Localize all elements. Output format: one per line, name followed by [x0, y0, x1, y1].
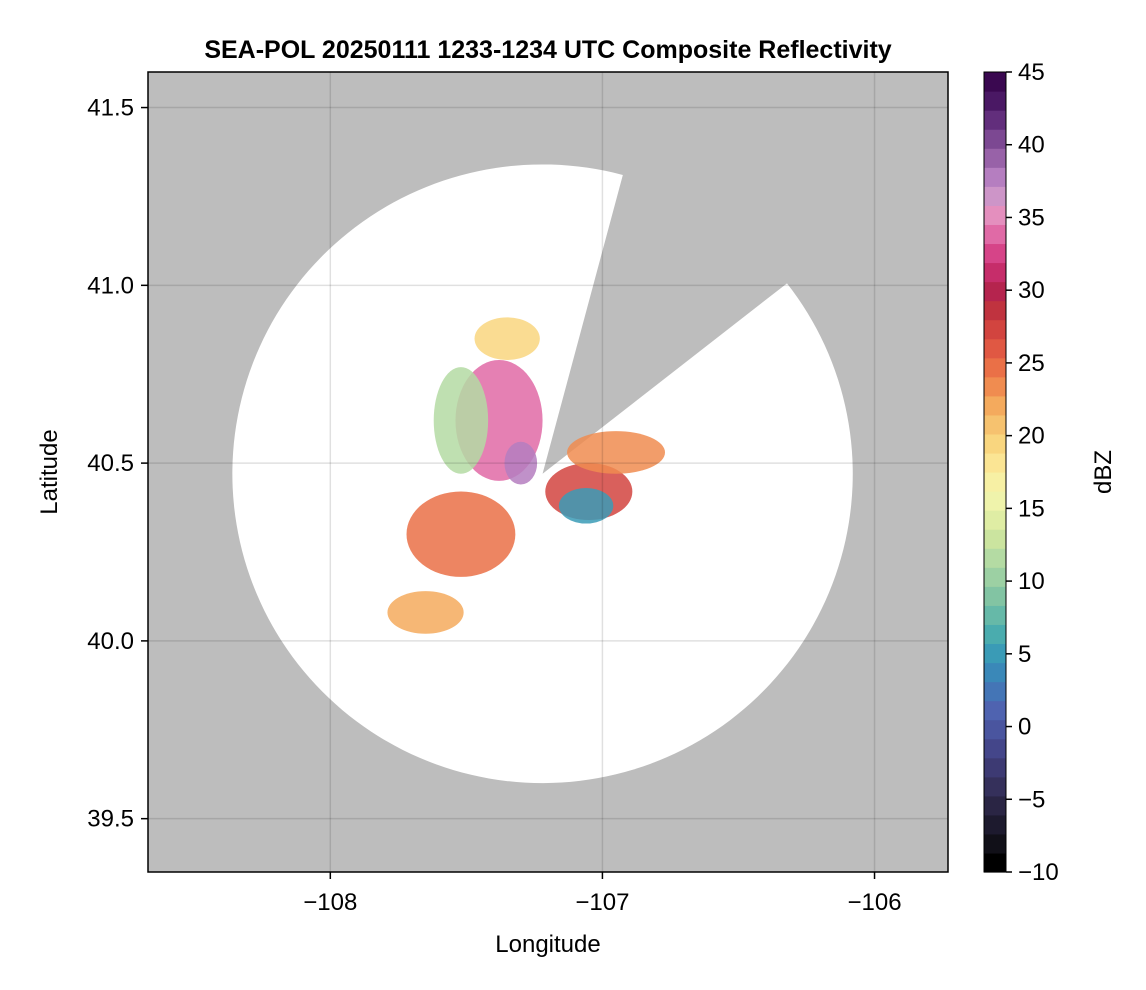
colorbar-tick-label: 20	[1018, 423, 1045, 450]
colorbar-tick-label: 30	[1018, 277, 1045, 304]
colorbar-segment	[984, 91, 1006, 111]
y-tick-label: 39.5	[87, 806, 134, 833]
colorbar-segment	[984, 319, 1006, 340]
colorbar-segment	[984, 700, 1006, 721]
colorbar-segment	[984, 376, 1006, 397]
radar-coverage-area	[232, 164, 853, 784]
colorbar-frame	[983, 71, 1007, 873]
y-tick-label: 40.5	[87, 450, 134, 477]
colorbar-segment	[984, 738, 1006, 759]
colorbar-segment	[984, 281, 1006, 302]
colorbar-segment	[984, 662, 1006, 683]
x-tick-label: −106	[847, 889, 901, 916]
colorbar-segment	[984, 833, 1006, 854]
colorbar-segment	[984, 624, 1006, 645]
colorbar-label: dBZ	[1090, 450, 1117, 494]
colorbar-tick-label: 35	[1018, 204, 1045, 231]
colorbar-segment	[984, 414, 1006, 435]
colorbar-segment	[984, 110, 1006, 130]
y-axis: 39.5 40.0 40.5 41.0 41.5	[87, 95, 148, 833]
echo-north-edge	[474, 317, 540, 360]
colorbar-segment	[984, 395, 1006, 416]
x-axis: −108 −107 −106	[303, 872, 902, 916]
colorbar-tick-label: 15	[1018, 495, 1045, 522]
colorbar: −10 −5 0 5 10 15 20 25 30 35 40 45	[983, 59, 1059, 886]
echo-low-east	[558, 488, 614, 524]
colorbar-segment	[984, 472, 1006, 492]
colorbar-segment	[984, 681, 1006, 702]
colorbar-segment	[984, 529, 1006, 549]
chart-title: SEA-POL 20250111 1233-1234 UTC Composite…	[204, 36, 891, 64]
colorbar-segment	[984, 605, 1006, 625]
colorbar-segment	[984, 586, 1006, 606]
colorbar-segment	[984, 452, 1006, 473]
colorbar-tick-label: 40	[1018, 132, 1045, 159]
colorbar-segment	[984, 167, 1006, 187]
colorbar-segment	[984, 795, 1006, 816]
colorbar-segment	[984, 243, 1006, 264]
colorbar-segment	[984, 300, 1006, 321]
colorbar-segment	[984, 205, 1006, 225]
colorbar-tick-label: 25	[1018, 350, 1045, 377]
y-tick-label: 41.0	[87, 272, 134, 299]
colorbar-segment	[984, 776, 1006, 797]
echo-band-w	[433, 367, 489, 474]
colorbar-segment	[984, 548, 1006, 568]
plot-frame	[147, 71, 949, 873]
colorbar-segment	[984, 814, 1006, 835]
echo-band-sw	[406, 491, 516, 577]
colorbar-tick-label: −10	[1018, 859, 1059, 886]
y-tick-label: 41.5	[87, 95, 134, 122]
colorbar-segment	[984, 757, 1006, 778]
colorbar-segment	[984, 433, 1006, 454]
grid-lines	[148, 72, 948, 872]
colorbar-segment	[984, 262, 1006, 283]
colorbar-segment	[984, 72, 1006, 92]
colorbar-segment	[984, 129, 1006, 149]
colorbar-segment	[984, 148, 1006, 168]
x-tick-label: −108	[303, 889, 357, 916]
reflectivity-field	[387, 317, 666, 634]
colorbar-segment	[984, 719, 1006, 740]
echo-core-center	[504, 441, 538, 485]
colorbar-segment	[984, 224, 1006, 245]
colorbar-segment	[984, 567, 1006, 587]
echo-south-west	[387, 591, 464, 634]
colorbar-segment	[984, 338, 1006, 359]
y-tick-label: 40.0	[87, 628, 134, 655]
colorbar-tick-label: 10	[1018, 568, 1045, 595]
colorbar-tick-label: −5	[1018, 786, 1045, 813]
colorbar-segment	[984, 357, 1006, 378]
x-axis-label: Longitude	[495, 931, 600, 958]
colorbar-segment	[984, 643, 1006, 664]
colorbar-segment	[984, 491, 1006, 511]
colorbar-tick-label: 5	[1018, 641, 1031, 668]
colorbar-tick-label: 45	[1018, 59, 1045, 86]
echo-band-ne	[567, 431, 666, 474]
x-tick-label: −107	[575, 889, 629, 916]
colorbar-tick-label: 0	[1018, 714, 1031, 741]
colorbar-segment	[984, 186, 1006, 206]
colorbar-segment	[984, 510, 1006, 530]
colorbar-segment	[984, 852, 1006, 873]
y-axis-label: Latitude	[36, 429, 63, 514]
